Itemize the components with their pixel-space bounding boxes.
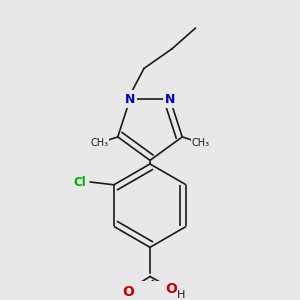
Text: O: O	[165, 282, 177, 296]
Text: H: H	[177, 290, 186, 300]
Text: CH₃: CH₃	[90, 138, 108, 148]
Text: N: N	[125, 92, 135, 106]
Text: CH₃: CH₃	[192, 138, 210, 148]
Text: Cl: Cl	[74, 176, 86, 188]
Text: N: N	[165, 92, 175, 106]
Text: O: O	[122, 285, 134, 299]
